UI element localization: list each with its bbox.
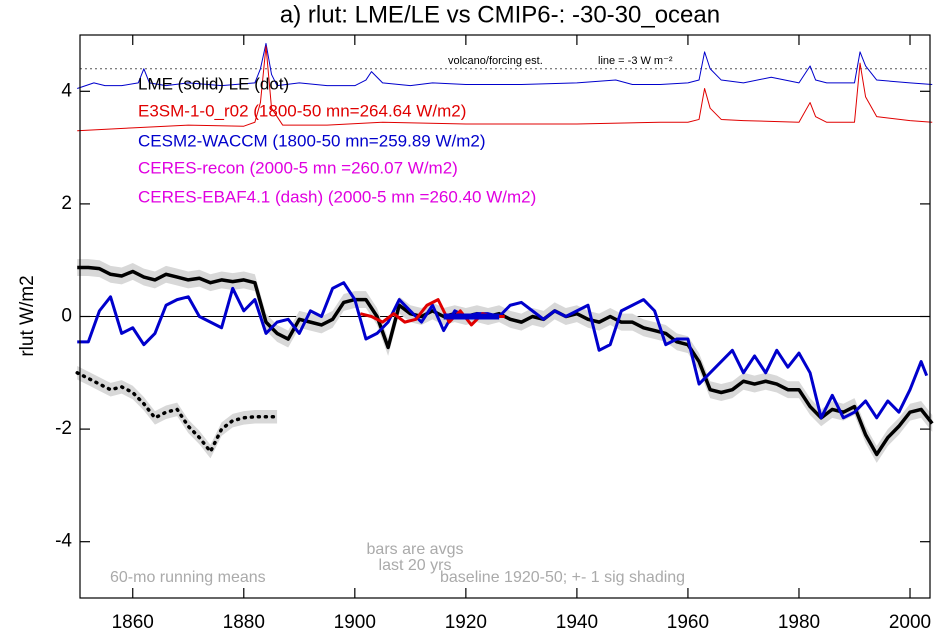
series-line [77, 42, 933, 89]
legend-text: E3SM-1-0_r02 (1800-50 mn=264.64 W/m2) [138, 101, 466, 120]
legend-text: LME (solid) LE (dot) [138, 74, 289, 93]
annotation: last 20 yrs [379, 557, 452, 574]
series-line [75, 371, 279, 454]
sigma-shading [77, 259, 933, 463]
y-tick-label: 2 [61, 193, 72, 214]
x-tick-label: 1880 [223, 612, 265, 633]
series-line [77, 45, 933, 132]
x-tick-label: 1920 [445, 612, 487, 633]
x-tick-label: 1980 [778, 612, 820, 633]
annotation: 60-mo running means [110, 569, 266, 586]
legend-text: CESM2-WACCM (1800-50 mn=259.89 W/m2) [138, 131, 486, 150]
annotation: line = -3 W m⁻² [598, 55, 673, 67]
y-tick-label: -2 [55, 418, 72, 439]
y-tick-label: 0 [61, 306, 72, 327]
annotation: volcano/forcing est. [448, 55, 543, 67]
annotation: bars are avgs [367, 541, 464, 558]
x-tick-label: 1900 [334, 612, 376, 633]
series-line [77, 281, 929, 420]
x-tick-label: 1960 [667, 612, 709, 633]
x-tick-label: 1940 [556, 612, 598, 633]
y-axis-label: rlut W/m2 [17, 275, 38, 356]
sigma-shading [77, 366, 278, 459]
x-tick-label: 1860 [112, 612, 154, 633]
legend-text: CERES-EBAF4.1 (dash) (2000-5 mn =260.40 … [138, 187, 536, 206]
chart-title: a) rlut: LME/LE vs CMIP6-: -30-30_ocean [280, 1, 720, 28]
annotation: baseline 1920-50; +- 1 sig shading [440, 569, 685, 586]
y-tick-label: 4 [61, 80, 72, 101]
legend-text: CERES-recon (2000-5 mn =260.07 W/m2) [138, 158, 458, 177]
x-tick-label: 2000 [889, 612, 931, 633]
y-tick-label: -4 [55, 531, 72, 552]
